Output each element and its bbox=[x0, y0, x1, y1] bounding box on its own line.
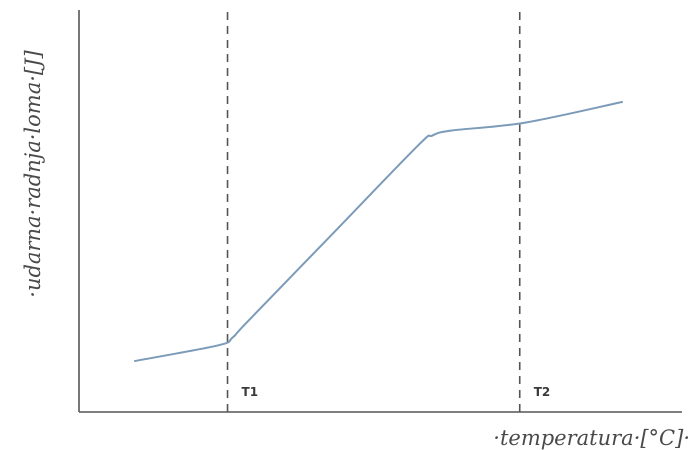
series-line-0 bbox=[134, 101, 623, 362]
y-axis-label: ·udarna·radnja·loma·[J] bbox=[21, 49, 45, 297]
axes bbox=[78, 10, 682, 413]
x-axis-label: ·temperatura·[°C]· bbox=[493, 426, 690, 450]
chart-marks: T1 T2 bbox=[134, 12, 623, 412]
annotation-label-t2: T2 bbox=[534, 385, 551, 399]
annotation-label-t1: T1 bbox=[242, 385, 259, 399]
